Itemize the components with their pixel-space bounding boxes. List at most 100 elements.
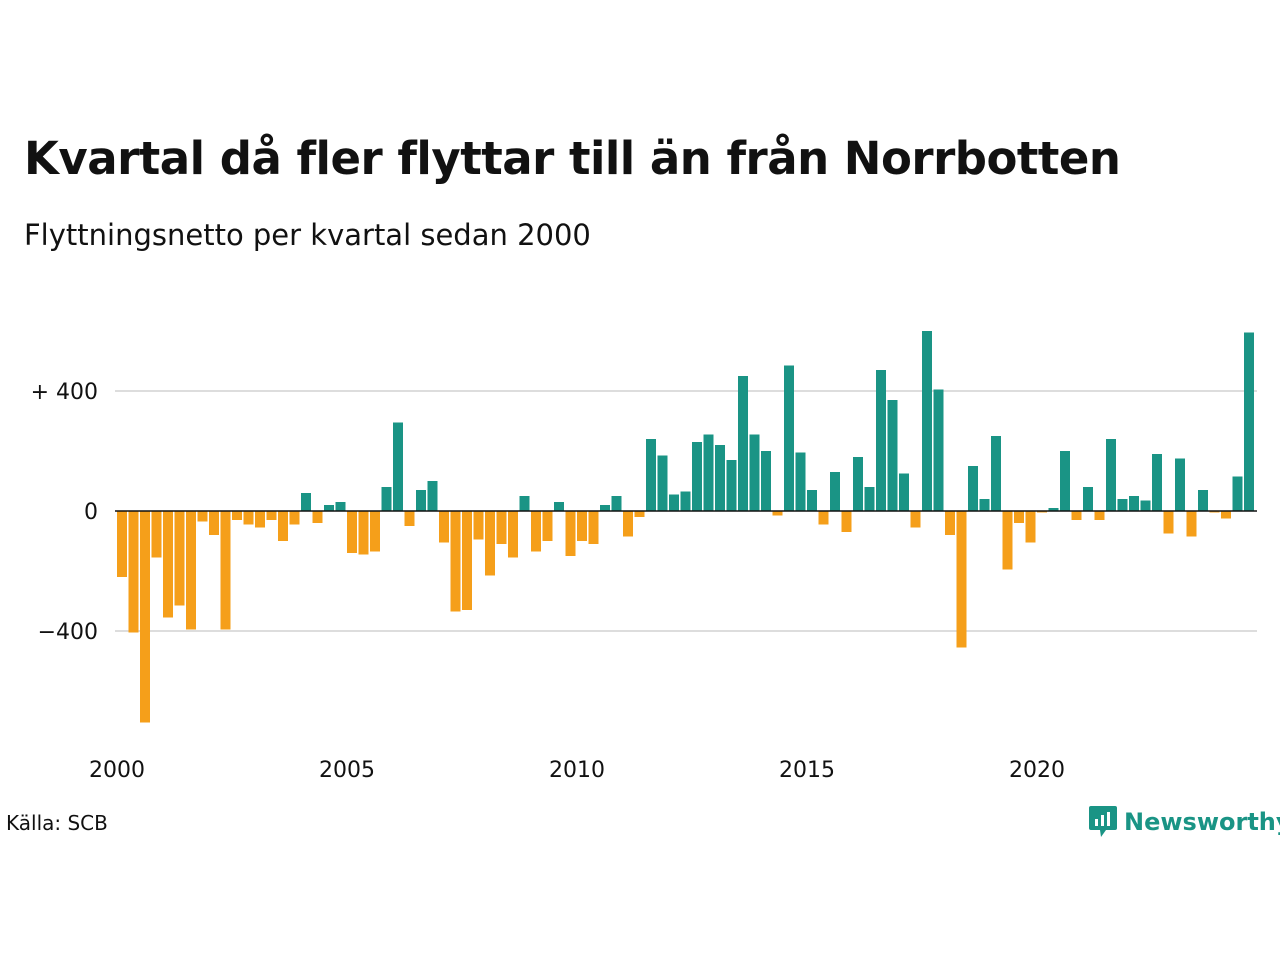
bar-2023-k1 <box>1175 458 1185 511</box>
bar-2020-k3 <box>1060 451 1070 511</box>
bar-2018-k3 <box>968 466 978 511</box>
bar-2006-k4 <box>427 481 438 511</box>
bar-2008-k4 <box>519 496 530 511</box>
x-tick-label: 2010 <box>549 758 605 783</box>
bar-2022-k2 <box>1140 500 1151 511</box>
bar-2000-k2 <box>128 511 139 633</box>
bar-2008-k2 <box>496 511 507 544</box>
bar-2024-k2 <box>1232 476 1243 511</box>
bar-2011-k4 <box>657 455 668 511</box>
bar-2002-k2 <box>220 511 231 630</box>
y-tick-label: −400 <box>38 620 98 645</box>
bar-2003-k2 <box>266 511 277 520</box>
chart-subtitle: Flyttningsnetto per kvartal sedan 2000 <box>24 218 591 252</box>
bar-2009-k1 <box>531 511 541 552</box>
bar-2019-k2 <box>1002 511 1013 570</box>
bar-2014-k4 <box>795 452 806 511</box>
x-tick-label: 2000 <box>89 758 145 783</box>
bar-2004-k3 <box>324 505 334 511</box>
y-tick-label: + 400 <box>31 380 98 405</box>
bar-2021-k2 <box>1094 511 1105 520</box>
bar-2021-k1 <box>1083 487 1093 511</box>
bar-2007-k3 <box>462 511 472 610</box>
axis-layer: + 400 0 −400 2000 2005 2010 2015 2020 <box>31 380 1257 783</box>
bar-chart: + 400 0 −400 2000 2005 2010 2015 2020 <box>31 331 1257 783</box>
bar-2005-k2 <box>358 511 369 555</box>
bar-2010-k3 <box>600 505 610 511</box>
bar-2020-k2 <box>1048 508 1059 511</box>
source-note: Källa: SCB <box>6 811 108 835</box>
grid-layer <box>115 390 1257 632</box>
bar-2001-k3 <box>186 511 196 630</box>
bar-2007-k1 <box>439 511 449 543</box>
bar-2018-k1 <box>945 511 955 535</box>
bar-2008-k1 <box>485 511 495 576</box>
bar-2014-k2 <box>772 511 783 516</box>
bar-2016-k2 <box>864 487 875 511</box>
bar-2013-k2 <box>726 460 737 511</box>
bar-2013-k4 <box>749 434 760 511</box>
bar-2024-k3 <box>1244 332 1254 511</box>
bar-2005-k4 <box>381 487 392 511</box>
bar-2004-k4 <box>335 502 346 511</box>
bar-2003-k1 <box>255 511 265 528</box>
newsworthy-logo-icon <box>1089 806 1117 837</box>
bar-2015-k2 <box>818 511 829 525</box>
bar-2010-k1 <box>577 511 587 541</box>
brand-name: Newsworthy <box>1124 808 1280 836</box>
bar-2010-k4 <box>611 496 622 511</box>
bar-2017-k4 <box>933 389 944 511</box>
bar-2001-k1 <box>163 511 173 618</box>
bar-2021-k4 <box>1117 499 1128 511</box>
x-tick-label: 2015 <box>779 758 835 783</box>
bar-2000-k3 <box>140 511 150 723</box>
bar-2017-k2 <box>910 511 921 528</box>
bar-2000-k1 <box>117 511 127 577</box>
bar-2006-k1 <box>393 422 403 511</box>
bar-2011-k3 <box>646 439 656 511</box>
bar-2002-k1 <box>209 511 219 535</box>
bar-2016-k1 <box>853 457 863 511</box>
bar-2009-k4 <box>565 511 576 556</box>
bar-2006-k2 <box>404 511 415 526</box>
bar-2003-k4 <box>289 511 300 525</box>
bar-2003-k3 <box>278 511 288 541</box>
bar-2015-k1 <box>807 490 817 511</box>
bar-2017-k3 <box>922 331 932 511</box>
bar-2010-k2 <box>588 511 599 544</box>
bar-2006-k3 <box>416 490 426 511</box>
bar-2017-k1 <box>899 473 909 511</box>
bar-2012-k2 <box>680 491 691 511</box>
bar-2014-k1 <box>761 451 771 511</box>
bar-2013-k3 <box>738 376 748 511</box>
bar-2024-k1 <box>1221 511 1231 519</box>
bar-2005-k3 <box>370 511 380 552</box>
bar-2004-k1 <box>301 493 311 511</box>
bar-2022-k3 <box>1152 454 1162 511</box>
chart-title: Kvartal då fler flyttar till än från Nor… <box>24 132 1121 185</box>
bar-2000-k4 <box>151 511 162 558</box>
bar-2012-k4 <box>703 434 714 511</box>
x-tick-label: 2020 <box>1009 758 1065 783</box>
bar-2016-k4 <box>887 400 898 511</box>
bar-2020-k4 <box>1071 511 1082 520</box>
bar-2023-k3 <box>1198 490 1208 511</box>
bar-2002-k3 <box>232 511 242 520</box>
bar-2018-k4 <box>979 499 990 511</box>
bar-2008-k3 <box>508 511 518 558</box>
bar-2015-k3 <box>830 472 840 511</box>
bar-2013-k1 <box>715 445 725 511</box>
bar-2022-k1 <box>1129 496 1139 511</box>
bar-2022-k4 <box>1163 511 1174 534</box>
bar-2001-k2 <box>174 511 185 606</box>
bar-2009-k2 <box>542 511 553 541</box>
bar-2019-k3 <box>1014 511 1024 523</box>
bar-2018-k2 <box>956 511 967 648</box>
bar-2012-k1 <box>669 494 679 511</box>
bar-2011-k1 <box>623 511 633 537</box>
x-tick-label: 2005 <box>319 758 375 783</box>
bar-2004-k2 <box>312 511 323 523</box>
bar-2015-k4 <box>841 511 852 532</box>
bar-2011-k2 <box>634 511 645 517</box>
bar-2014-k3 <box>784 365 794 511</box>
